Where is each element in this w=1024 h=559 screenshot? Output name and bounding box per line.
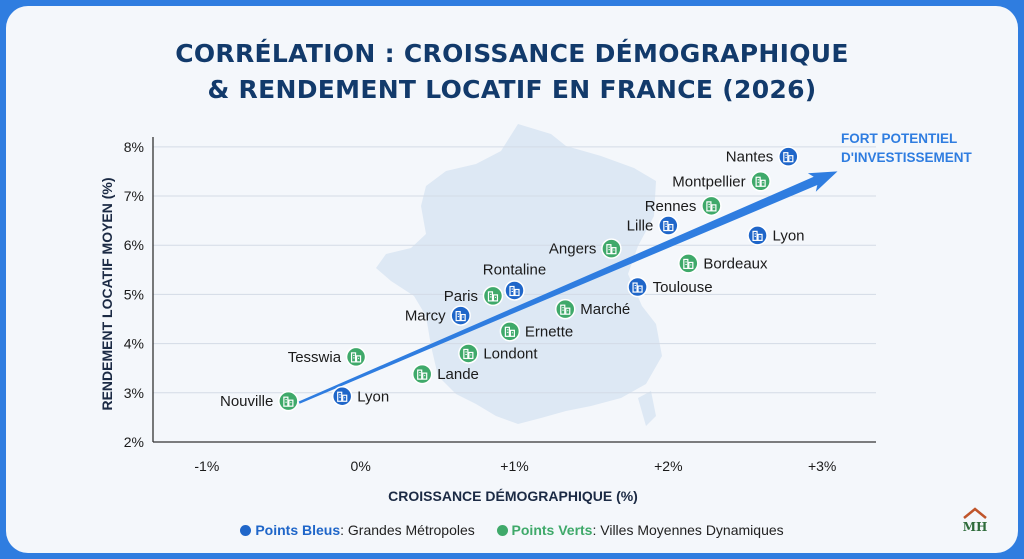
- brand-logo: MH: [963, 507, 988, 534]
- x-tick-label: 0%: [351, 458, 371, 474]
- legend: Points Bleus: Grandes Métropoles Points …: [6, 522, 1018, 538]
- point-label: Angers: [549, 241, 597, 258]
- data-point-bordeaux[interactable]: Bordeaux: [678, 253, 768, 274]
- data-point-paris[interactable]: Paris: [444, 285, 504, 307]
- y-tick-label: 8%: [124, 139, 144, 155]
- annotation-line-1: FORT POTENTIEL: [841, 131, 957, 146]
- legend-dot-blue: [240, 525, 252, 536]
- point-label: Lyon: [357, 388, 389, 405]
- y-axis-title: RENDEMENT LOCATIF MOYEN (%): [99, 177, 115, 410]
- data-point-toulouse[interactable]: Toulouse: [627, 276, 713, 298]
- y-tick-label: 6%: [124, 237, 144, 253]
- x-axis-title: CROISSANCE DÉMOGRAPHIQUE (%): [388, 488, 638, 504]
- y-tick-label: 5%: [124, 286, 144, 302]
- point-label: Bordeaux: [703, 255, 768, 272]
- x-tick-label: +3%: [808, 458, 836, 474]
- axes: [152, 137, 876, 443]
- x-tick-label: +1%: [500, 458, 528, 474]
- x-ticks: -1% 0% +1% +2% +3%: [194, 458, 836, 474]
- france-map-silhouette: [376, 124, 662, 426]
- data-point-angers[interactable]: Angers: [549, 238, 622, 259]
- point-label: Marché: [580, 301, 630, 318]
- data-point-tesswia[interactable]: Tesswia: [288, 346, 367, 368]
- data-point-londont[interactable]: Londont: [458, 343, 539, 364]
- legend-name-blue: Points Bleus: [255, 522, 341, 538]
- chart-card: CORRÉLATION : CROISSANCE DÉMOGRAPHIQUE &…: [6, 6, 1018, 553]
- point-label: Tesswia: [288, 349, 342, 366]
- trend-arrow-shape: [298, 171, 838, 404]
- y-tick-label: 3%: [124, 385, 144, 401]
- x-tick-label: +2%: [654, 458, 682, 474]
- y-tick-label: 7%: [124, 188, 144, 204]
- legend-item-green: Points Verts: Villes Moyennes Dynamiques: [496, 522, 784, 538]
- trend-arrow: [298, 171, 838, 404]
- point-label: Lyon: [773, 227, 805, 244]
- data-point-lille[interactable]: Lille: [627, 215, 679, 236]
- title-line-2: & RENDEMENT LOCATIF EN FRANCE (2026): [207, 75, 817, 104]
- scatter-chart: -1% 0% +1% +2% +3% 2% 3% 4% 5% 6% 7% 8% Nantes Lill…: [99, 124, 972, 504]
- data-point-nantes[interactable]: Nantes: [726, 146, 799, 167]
- logo-text: MH: [963, 520, 988, 534]
- data-point-marché[interactable]: Marché: [555, 298, 631, 320]
- point-label: Lande: [437, 366, 479, 383]
- point-label: Londont: [483, 345, 538, 362]
- y-ticks: 2% 3% 4% 5% 6% 7% 8%: [124, 139, 144, 450]
- point-label: Nantes: [726, 149, 774, 166]
- point-label: Rontaline: [483, 261, 546, 278]
- data-point-rontaline[interactable]: Rontaline: [483, 261, 546, 301]
- legend-dot-green: [496, 525, 508, 536]
- legend-desc-green: : Villes Moyennes Dynamiques: [592, 522, 784, 538]
- point-label: Lille: [627, 218, 654, 235]
- data-point-montpellier[interactable]: Montpellier: [672, 171, 771, 192]
- point-label: Toulouse: [653, 279, 713, 296]
- point-label: Rennes: [645, 198, 697, 215]
- x-tick-label: -1%: [194, 458, 219, 474]
- point-label: Ernette: [525, 323, 573, 340]
- data-point-nouville[interactable]: Nouville: [220, 390, 299, 412]
- data-point-lande[interactable]: Lande: [411, 363, 479, 385]
- data-point-lyon[interactable]: Lyon: [331, 386, 389, 407]
- data-point-rennes[interactable]: Rennes: [645, 195, 722, 217]
- data-point-marcy[interactable]: Marcy: [405, 305, 471, 326]
- y-tick-label: 2%: [124, 434, 144, 450]
- point-label: Montpellier: [672, 173, 745, 190]
- point-label: Paris: [444, 288, 478, 305]
- y-tick-label: 4%: [124, 336, 144, 352]
- legend-desc-blue: : Grandes Métropoles: [340, 522, 475, 538]
- annotation-line-2: D'INVESTISSEMENT: [841, 150, 972, 165]
- point-label: Nouville: [220, 393, 273, 410]
- point-label: Marcy: [405, 308, 446, 325]
- data-point-ernette[interactable]: Ernette: [499, 321, 573, 342]
- legend-item-blue: Points Bleus: Grandes Métropoles: [240, 522, 478, 538]
- legend-name-green: Points Verts: [511, 522, 593, 538]
- data-points: Nantes Lille Lyon Toulouse Rontaline Marcy Lyo…: [220, 146, 805, 412]
- title-line-1: CORRÉLATION : CROISSANCE DÉMOGRAPHIQUE: [175, 39, 849, 68]
- chart-title: CORRÉLATION : CROISSANCE DÉMOGRAPHIQUE &…: [6, 36, 1018, 108]
- data-point-lyon[interactable]: Lyon: [747, 225, 805, 246]
